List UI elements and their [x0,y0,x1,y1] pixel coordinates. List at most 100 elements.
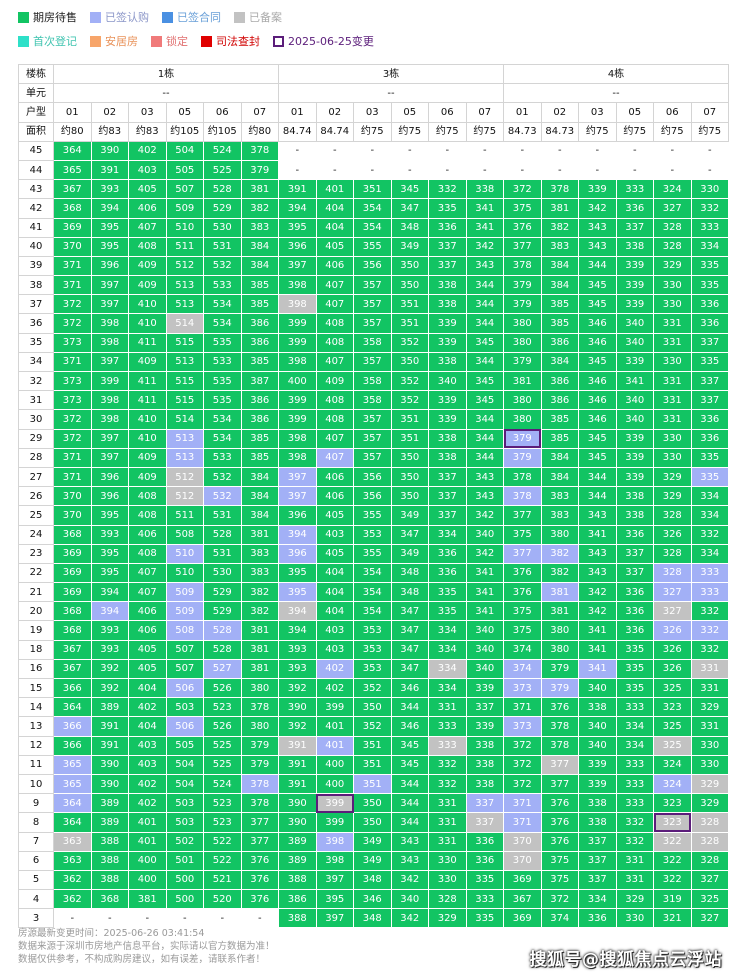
unit-cell: 407 [315,428,354,449]
unit-cell: 402 [128,793,167,814]
unit-cell: 342 [578,582,617,603]
empty-unit-cell: - [240,908,279,929]
floor-row: 37 372 397 410 513 534 385 398 407 357 351 338 344 37… [18,294,729,315]
unit-cell: 366 [53,677,92,699]
room-number: 06 [653,102,692,123]
unit-cell: 332 [428,179,467,200]
unit-cell: 397 [315,869,354,891]
unit-cell: 371 [503,793,542,814]
floor-label: 23 [18,543,54,564]
unit-cell: 331 [690,716,729,737]
unit-cell: 339 [615,447,654,468]
unit-cell: 370 [503,850,542,871]
floor-row: 42 368 394 406 509 529 382 394 404 354 347 335 341 37… [18,198,729,219]
unit-cell: 385 [240,275,279,296]
unit-cell: 378 [503,486,542,507]
unit-cell: 531 [203,543,242,564]
unit-cell: 504 [165,140,204,161]
unit-cell: 336 [465,831,504,852]
unit-cell: 386 [240,313,279,334]
unit-cell: 338 [578,793,617,814]
unit-cell: 397 [90,294,129,315]
unit-cell: 399 [278,409,317,430]
unit-cell: 336 [465,850,504,871]
floor-label: 19 [18,620,54,641]
unit-cell: 342 [390,908,429,929]
unit-cell: 335 [428,601,467,622]
empty-unit-cell: - [353,159,392,181]
legend-row-1: 期房待售 已签认购 已签合同 已备案 [18,8,718,26]
unit-cell: 398 [315,850,354,871]
unit-cell: 381 [540,582,579,603]
legend-item: 锁定 [151,33,188,49]
unit-cell: 330 [428,869,467,891]
unit-cell: 354 [353,198,392,219]
floor-label: 24 [18,524,54,545]
unit-cell: 503 [165,697,204,718]
unit-cell: 329 [690,697,729,718]
unit-cell: 401 [128,831,167,852]
unit-cell: 335 [428,582,467,603]
unit-cell: 338 [428,275,467,296]
unit-cell: 373 [503,677,542,699]
unit-cell: 525 [203,754,242,775]
unit-cell: 336 [428,562,467,584]
unit-cell: 354 [353,562,392,584]
unit-cell: 330 [428,850,467,871]
unit-cell: 380 [540,639,579,660]
unit-cell: 370 [53,236,92,257]
unit-cell: 347 [390,198,429,219]
unit-cell: 367 [503,889,542,910]
unit-cell: 379 [540,677,579,699]
unit-cell: 395 [90,562,129,584]
unit-cell: 402 [128,697,167,718]
unit-cell: 378 [540,716,579,737]
unit-cell: 380 [503,409,542,430]
empty-unit-cell: - [653,140,692,161]
unit-cell: 365 [53,773,92,795]
unit-cell: 335 [690,275,729,296]
unit-cell: 391 [278,773,317,795]
unit-cell: 399 [278,313,317,334]
unit-cell: 505 [165,735,204,756]
unit-cell: 339 [578,773,617,795]
unit-cell: 402 [315,677,354,699]
unit-cell: 347 [390,524,429,545]
unit-cell: 382 [540,562,579,584]
room-area: 约75 [690,121,729,142]
unit-cell: 383 [240,217,279,238]
unit-cell: 529 [203,601,242,622]
unit-cell: 330 [653,275,692,296]
footer-update-time: 房源最新变更时间：2025-06-26 03:41:54 [18,928,205,939]
footer-notes: 房源最新变更时间：2025-06-26 03:41:54 数据来源于深圳市房地产… [18,927,275,966]
unit-cell: 514 [165,409,204,430]
unit-cell: 534 [203,409,242,430]
footer-disclaimer: 数据仅供参考，不构成购房建议，如有误差，请联系作者！ [18,954,266,965]
unit-cell: 396 [90,486,129,507]
unit-cell: 368 [53,620,92,641]
unit-cell: 357 [353,275,392,296]
unit-cell: 327 [690,869,729,891]
unit-cell: 337 [690,390,729,411]
unit-cell: 336 [615,582,654,603]
unit-cell: 402 [128,140,167,161]
unit-cell: 340 [578,716,617,737]
unit-cell: 407 [128,582,167,603]
unit-cell: 503 [165,812,204,833]
unit-cell: 328 [690,850,729,871]
unit-cell: 333 [690,562,729,584]
unit-cell: 341 [465,582,504,603]
legend-item: 已签合同 [162,9,221,25]
floor-label: 13 [18,716,54,737]
unit-cell: 371 [503,812,542,833]
unit-cell: 368 [53,198,92,219]
floor-row: 32 373 399 411 515 535 387 400 409 358 352 340 345 38… [18,370,729,392]
unit-cell: 334 [615,735,654,756]
unit-cell: 351 [353,735,392,756]
legend-label: 已签认购 [105,11,149,24]
unit-cell: 371 [53,466,92,488]
unit-cell: 365 [53,754,92,775]
unit-cell: 342 [390,869,429,891]
unit-cell: 510 [165,543,204,564]
unit-cell: 375 [540,869,579,891]
